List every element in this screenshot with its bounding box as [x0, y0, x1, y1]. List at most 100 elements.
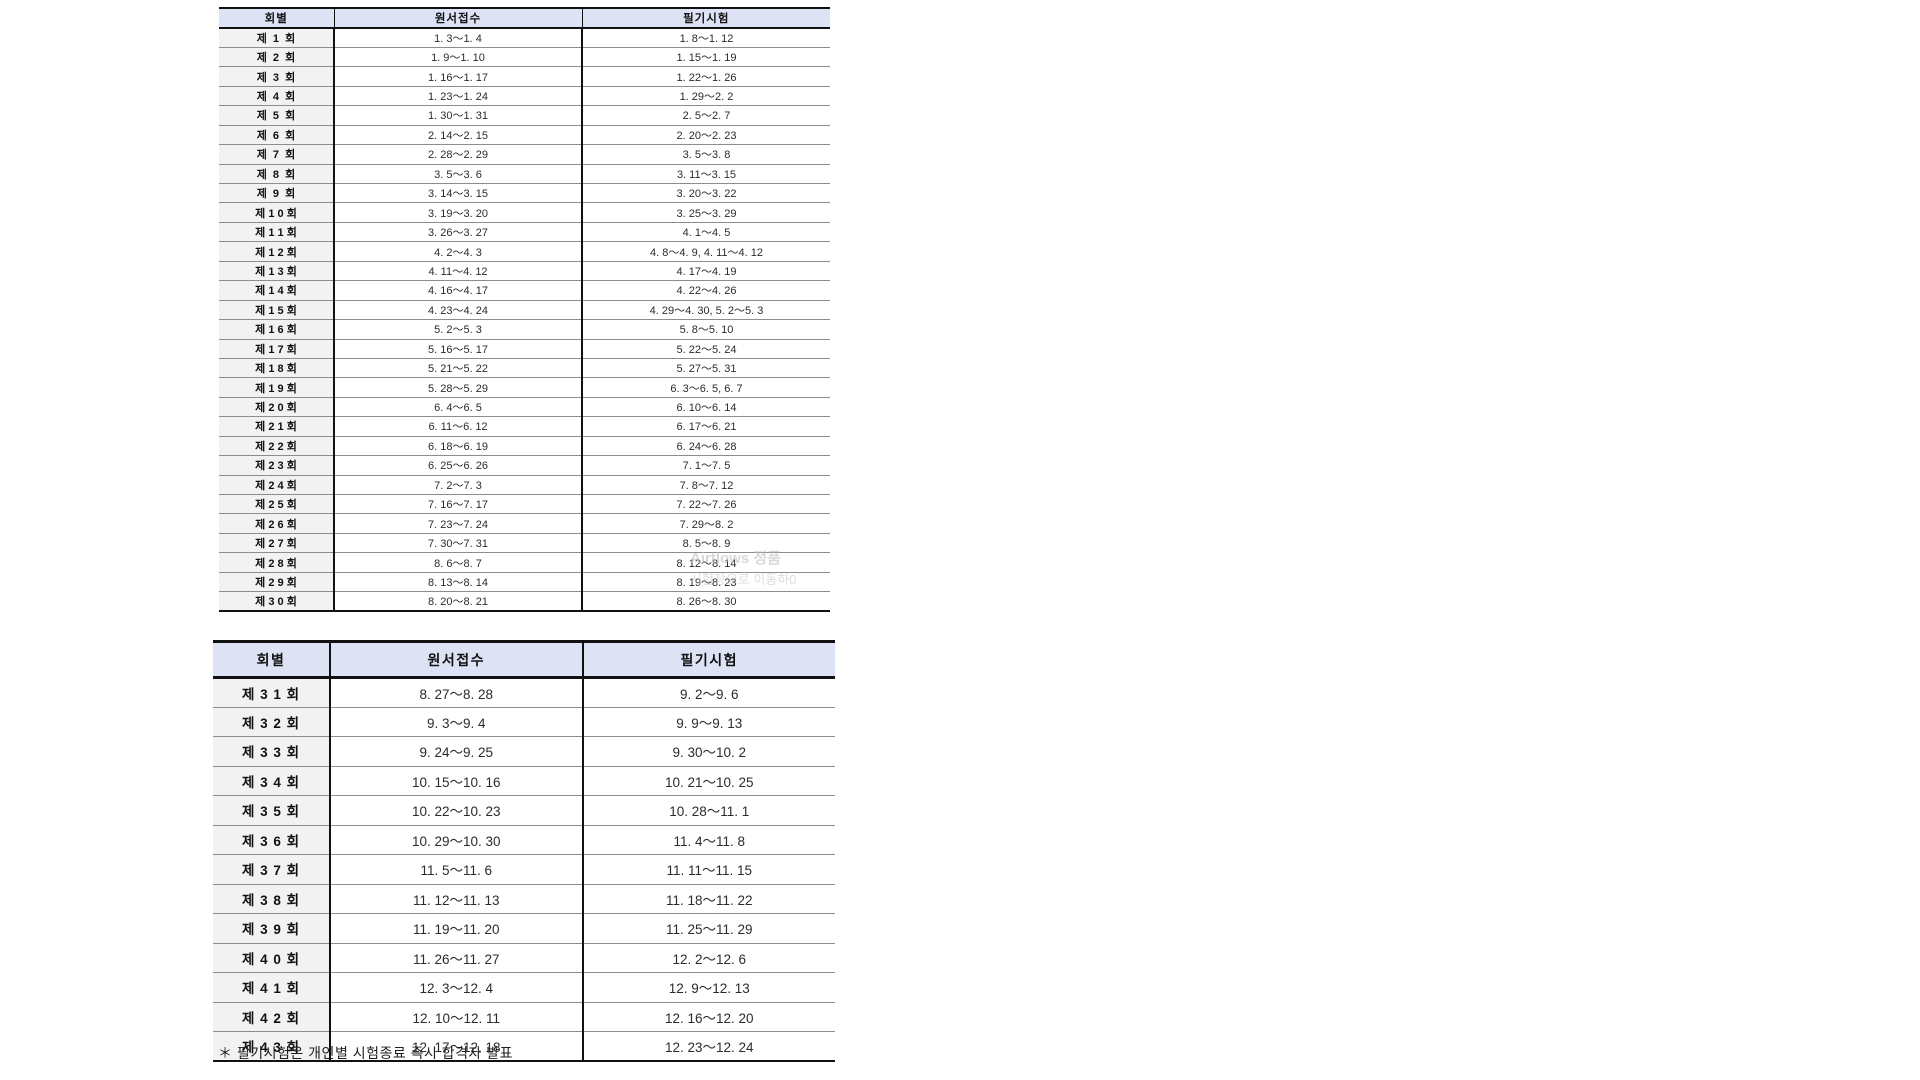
- cell-round: 제 4 0 회: [213, 943, 332, 973]
- table-row: 제 3 5 회 10. 22～10. 23 10. 28～11. 1: [213, 795, 835, 826]
- cell-written-exam-period: 12. 23～12. 24: [582, 1031, 835, 1062]
- table-row: 제 4 1 회 12. 3～12. 4 12. 9～12. 13: [213, 972, 835, 1003]
- table-header-row: 회별 원서접수 필기시험: [219, 7, 830, 29]
- round-label: 제 1 4 회: [255, 285, 297, 298]
- cell-round: 제 4 1 회: [213, 972, 332, 1003]
- cell-application-period: 8. 20～8. 21: [334, 591, 583, 613]
- cell-round: 제 3 1 회: [213, 677, 332, 708]
- cell-application-period: 1. 23～1. 24: [334, 86, 583, 107]
- cell-written-exam-period: 2. 5～2. 7: [582, 105, 830, 126]
- round-label: 제 2 5 회: [255, 499, 297, 512]
- cell-round: 제 2 0 회: [219, 397, 335, 418]
- round-label: 제 8 회: [256, 168, 296, 181]
- cell-application-period: 3. 14～3. 15: [334, 183, 583, 204]
- table-row: 제 2 5 회 7. 16～7. 17 7. 22～7. 26: [219, 494, 830, 515]
- round-label: 제 4 회: [256, 91, 296, 104]
- table-row: 제 1 4 회 4. 16～4. 17 4. 22～4. 26: [219, 280, 830, 301]
- cell-round: 제 4 2 회: [213, 1002, 332, 1032]
- table-row: 제 4 회 1. 23～1. 24 1. 29～2. 2: [219, 86, 830, 107]
- cell-application-period: 10. 15～10. 16: [330, 766, 584, 796]
- cell-round: 제 1 8 회: [219, 358, 335, 379]
- table-row: 제 2 6 회 7. 23～7. 24 7. 29～8. 2: [219, 513, 830, 534]
- cell-written-exam-period: 2. 20～2. 23: [582, 125, 830, 146]
- cell-written-exam-period: 7. 22～7. 26: [582, 494, 830, 515]
- table-row: 제 3 1 회 8. 27～8. 28 9. 2～9. 6: [213, 677, 835, 708]
- table-row: 제 1 8 회 5. 21～5. 22 5. 27～5. 31: [219, 358, 830, 379]
- table-row: 제 3 2 회 9. 3～9. 4 9. 9～9. 13: [213, 707, 835, 737]
- table-row: 제 2 4 회 7. 2～7. 3 7. 8～7. 12: [219, 475, 830, 496]
- table-row: 제 5 회 1. 30～1. 31 2. 5～2. 7: [219, 105, 830, 126]
- cell-written-exam-period: 8. 19～8. 23: [582, 572, 830, 593]
- table-row: 제 1 5 회 4. 23～4. 24 4. 29～4. 30, 5. 2～5. 3: [219, 300, 830, 321]
- cell-round: 제 2 3 회: [219, 455, 335, 476]
- cell-written-exam-period: 8. 12～8. 14: [582, 552, 830, 573]
- cell-application-period: 12. 17～12. 18: [330, 1031, 584, 1062]
- cell-round: 제 1 2 회: [219, 241, 335, 262]
- round-label: 제 3 7 회: [241, 863, 301, 879]
- cell-application-period: 11. 12～11. 13: [330, 884, 584, 914]
- cell-application-period: 9. 24～9. 25: [330, 736, 584, 767]
- table-row: 제 1 6 회 5. 2～5. 3 5. 8～5. 10: [219, 319, 830, 340]
- cell-written-exam-period: 6. 10～6. 14: [582, 397, 830, 418]
- cell-round: 제 1 1 회: [219, 222, 335, 243]
- round-label: 제 2 3 회: [255, 460, 297, 473]
- round-label: 제 3 6 회: [241, 833, 301, 849]
- round-label: 제 3 회: [256, 71, 296, 84]
- round-label: 제 1 2 회: [255, 246, 297, 259]
- cell-round: 제 3 6 회: [213, 825, 332, 855]
- round-label: 제 2 회: [256, 52, 296, 65]
- cell-written-exam-period: 3. 25～3. 29: [582, 202, 830, 223]
- cell-application-period: 1. 9～1. 10: [334, 47, 583, 68]
- column-header-round: 회별: [219, 7, 335, 29]
- round-label: 제 3 4 회: [241, 774, 301, 790]
- cell-application-period: 7. 30～7. 31: [334, 533, 583, 554]
- exam-schedule-table-rounds-1-30: 회별 원서접수 필기시험 제 1 회 1. 3～1. 4 1. 8～1. 12 제 2…: [219, 7, 830, 613]
- table-row: 제 8 회 3. 5～3. 6 3. 11～3. 15: [219, 164, 830, 185]
- column-header-written-exam: 필기시험: [582, 640, 835, 679]
- round-label: 제 4 1 회: [241, 981, 301, 997]
- table-row: 제 2 0 회 6. 4～6. 5 6. 10～6. 14: [219, 397, 830, 418]
- cell-round: 제 9 회: [219, 183, 335, 204]
- cell-round: 제 3 7 회: [213, 854, 332, 885]
- round-label: 제 1 8 회: [255, 363, 297, 376]
- cell-application-period: 5. 16～5. 17: [334, 339, 583, 359]
- round-label: 제 6 회: [256, 129, 296, 142]
- round-label: 제 2 4 회: [255, 479, 297, 492]
- cell-round: 제 1 5 회: [219, 300, 335, 321]
- cell-written-exam-period: 12. 9～12. 13: [582, 972, 835, 1003]
- cell-round: 제 5 회: [219, 105, 335, 126]
- cell-application-period: 10. 29～10. 30: [330, 825, 584, 855]
- cell-written-exam-period: 9. 30～10. 2: [582, 736, 835, 767]
- cell-written-exam-period: 3. 20～3. 22: [582, 183, 830, 204]
- cell-application-period: 4. 16～4. 17: [334, 280, 583, 301]
- cell-written-exam-period: 6. 3～6. 5, 6. 7: [582, 377, 830, 398]
- cell-application-period: 7. 16～7. 17: [334, 494, 583, 515]
- cell-application-period: 8. 13～8. 14: [334, 572, 583, 593]
- cell-round: 제 3 회: [219, 66, 335, 87]
- cell-written-exam-period: 11. 11～11. 15: [582, 854, 835, 885]
- cell-application-period: 4. 23～4. 24: [334, 300, 583, 321]
- cell-round: 제 2 9 회: [219, 572, 335, 593]
- cell-written-exam-period: 4. 8～4. 9, 4. 11～4. 12: [582, 241, 830, 262]
- round-label: 제 9 회: [256, 188, 296, 201]
- cell-application-period: 11. 26～11. 27: [330, 943, 584, 973]
- table-row: 제 1 9 회 5. 28～5. 29 6. 3～6. 5, 6. 7: [219, 377, 830, 398]
- cell-round: 제 1 3 회: [219, 261, 335, 282]
- table-row: 제 3 3 회 9. 24～9. 25 9. 30～10. 2: [213, 736, 835, 767]
- cell-written-exam-period: 10. 28～11. 1: [582, 795, 835, 826]
- table-row: 제 1 3 회 4. 11～4. 12 4. 17～4. 19: [219, 261, 830, 282]
- cell-application-period: 8. 6～8. 7: [334, 552, 583, 573]
- exam-schedule-table-rounds-31-43: 회별 원서접수 필기시험 제 3 1 회 8. 27～8. 28 9. 2～9. 6…: [213, 640, 835, 1062]
- cell-written-exam-period: 11. 4～11. 8: [582, 825, 835, 855]
- table-row: 제 2 회 1. 9～1. 10 1. 15～1. 19: [219, 47, 830, 68]
- table-row: 제 4 2 회 12. 10～12. 11 12. 16～12. 20: [213, 1002, 835, 1032]
- cell-written-exam-period: 7. 8～7. 12: [582, 475, 830, 496]
- cell-application-period: 12. 10～12. 11: [330, 1002, 584, 1032]
- cell-round: 제 8 회: [219, 164, 335, 185]
- round-label: 제 1 5 회: [255, 304, 297, 317]
- cell-written-exam-period: 5. 8～5. 10: [582, 319, 830, 340]
- cell-round: 제 1 6 회: [219, 319, 335, 340]
- cell-application-period: 4. 2～4. 3: [334, 241, 583, 262]
- round-label: 제 2 8 회: [255, 557, 297, 570]
